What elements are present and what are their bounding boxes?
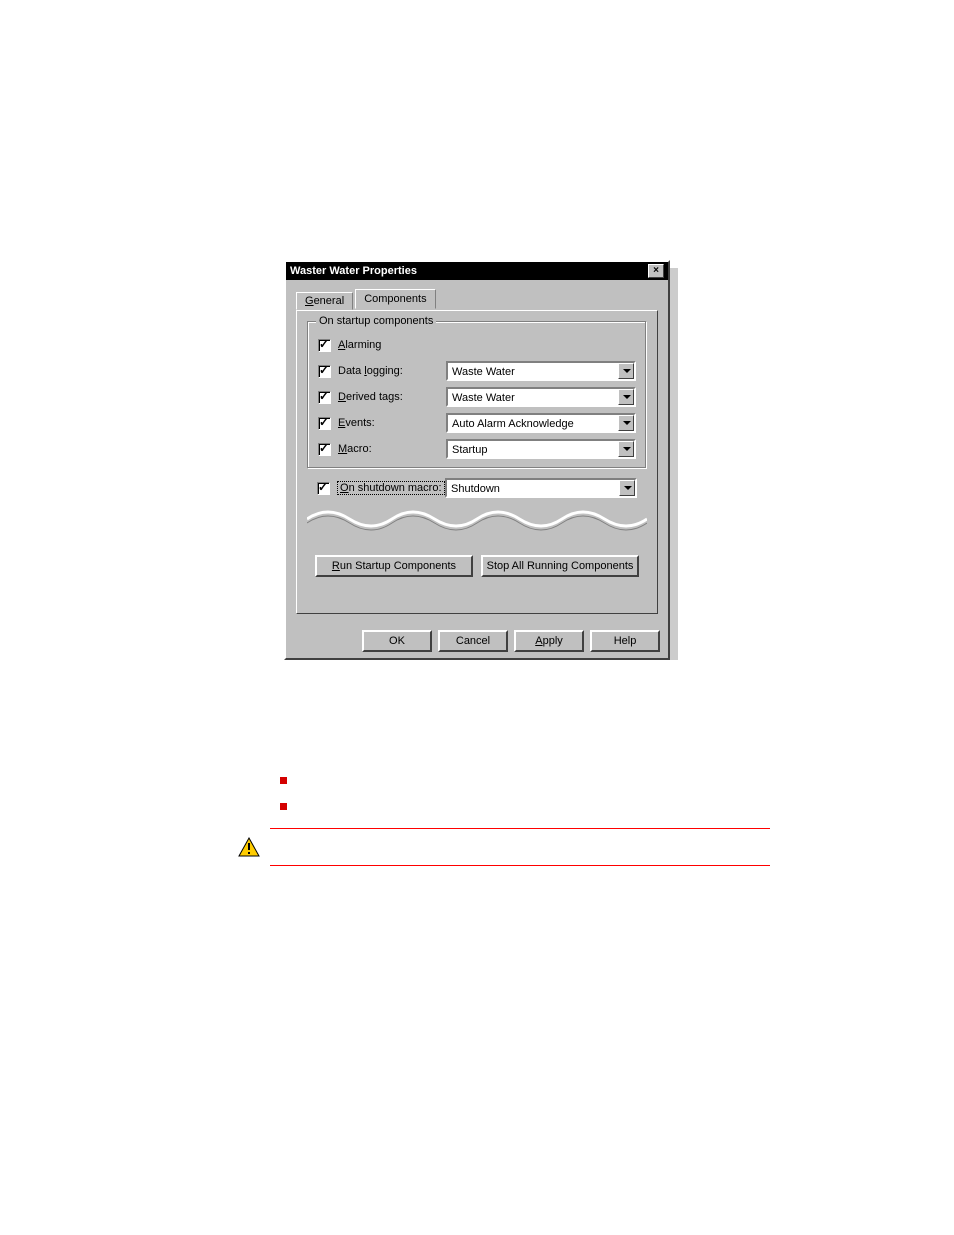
chevron-down-icon[interactable] bbox=[618, 441, 634, 457]
chevron-down-icon[interactable] bbox=[618, 363, 634, 379]
events-checkbox[interactable] bbox=[318, 417, 331, 430]
row-macro: Macro: Startup bbox=[318, 436, 636, 462]
tab-general[interactable]: General bbox=[296, 292, 353, 310]
help-button[interactable]: Help bbox=[590, 630, 660, 652]
derived-checkbox[interactable] bbox=[318, 391, 331, 404]
tab-strip: General Components bbox=[296, 288, 658, 310]
shutdown-checkbox[interactable] bbox=[317, 482, 330, 495]
components-buttons: Run Startup Components Stop All Running … bbox=[307, 541, 647, 603]
dialog-title: Waster Water Properties bbox=[290, 265, 417, 277]
bullet-2 bbox=[270, 798, 770, 824]
startup-group-legend: On startup components bbox=[316, 315, 436, 327]
shutdown-label: On shutdown macro: bbox=[337, 482, 445, 494]
shutdown-dropdown[interactable]: Shutdown bbox=[445, 478, 637, 498]
run-startup-button[interactable]: Run Startup Components bbox=[315, 555, 473, 577]
derived-dropdown[interactable]: Waste Water bbox=[446, 387, 636, 407]
row-alarming: Alarming bbox=[318, 332, 636, 358]
row-shutdown: On shutdown macro: Shutdown bbox=[307, 475, 647, 501]
ok-label: OK bbox=[389, 635, 405, 647]
tab-panel: On startup components Alarming Data logg… bbox=[296, 310, 658, 614]
events-value: Auto Alarm Acknowledge bbox=[448, 415, 618, 431]
row-datalog: Data logging: Waste Water bbox=[318, 358, 636, 384]
torn-separator bbox=[307, 501, 647, 541]
page-body-text bbox=[270, 772, 770, 866]
shutdown-value: Shutdown bbox=[447, 480, 619, 496]
chevron-down-icon[interactable] bbox=[618, 389, 634, 405]
macro-dropdown[interactable]: Startup bbox=[446, 439, 636, 459]
dialog-button-row: OK Cancel Apply Help bbox=[286, 624, 668, 658]
bullet-1 bbox=[270, 772, 770, 798]
row-events: Events: Auto Alarm Acknowledge bbox=[318, 410, 636, 436]
derived-value: Waste Water bbox=[448, 389, 618, 405]
tab-components-label: Components bbox=[364, 293, 426, 305]
macro-checkbox[interactable] bbox=[318, 443, 331, 456]
macro-label: Macro: bbox=[338, 443, 446, 455]
datalog-dropdown[interactable]: Waste Water bbox=[446, 361, 636, 381]
stop-all-label: Stop All Running Components bbox=[487, 560, 634, 572]
events-dropdown[interactable]: Auto Alarm Acknowledge bbox=[446, 413, 636, 433]
close-icon[interactable]: × bbox=[648, 264, 664, 278]
help-label: Help bbox=[614, 635, 637, 647]
row-derived: Derived tags: Waste Water bbox=[318, 384, 636, 410]
datalog-label: Data logging: bbox=[338, 365, 446, 377]
chevron-down-icon[interactable] bbox=[619, 480, 635, 496]
datalog-checkbox[interactable] bbox=[318, 365, 331, 378]
warning-icon bbox=[238, 837, 260, 857]
tab-general-label: eneral bbox=[314, 295, 345, 307]
dialog-client: General Components On startup components… bbox=[286, 280, 668, 624]
stop-all-button[interactable]: Stop All Running Components bbox=[481, 555, 639, 577]
alarming-checkbox[interactable] bbox=[318, 339, 331, 352]
alarming-label: Alarming bbox=[338, 339, 446, 351]
derived-label: Derived tags: bbox=[338, 391, 446, 403]
tab-components[interactable]: Components bbox=[355, 289, 435, 309]
titlebar: Waster Water Properties × bbox=[286, 262, 668, 280]
bullet-icon bbox=[280, 803, 287, 810]
properties-dialog: Waster Water Properties × General Compon… bbox=[284, 260, 670, 660]
datalog-value: Waste Water bbox=[448, 363, 618, 379]
startup-group: On startup components Alarming Data logg… bbox=[307, 321, 647, 469]
bullet-icon bbox=[280, 777, 287, 784]
apply-button[interactable]: Apply bbox=[514, 630, 584, 652]
cancel-label: Cancel bbox=[456, 635, 490, 647]
warning-block bbox=[270, 828, 770, 866]
cancel-button[interactable]: Cancel bbox=[438, 630, 508, 652]
chevron-down-icon[interactable] bbox=[618, 415, 634, 431]
events-label: Events: bbox=[338, 417, 446, 429]
macro-value: Startup bbox=[448, 441, 618, 457]
ok-button[interactable]: OK bbox=[362, 630, 432, 652]
